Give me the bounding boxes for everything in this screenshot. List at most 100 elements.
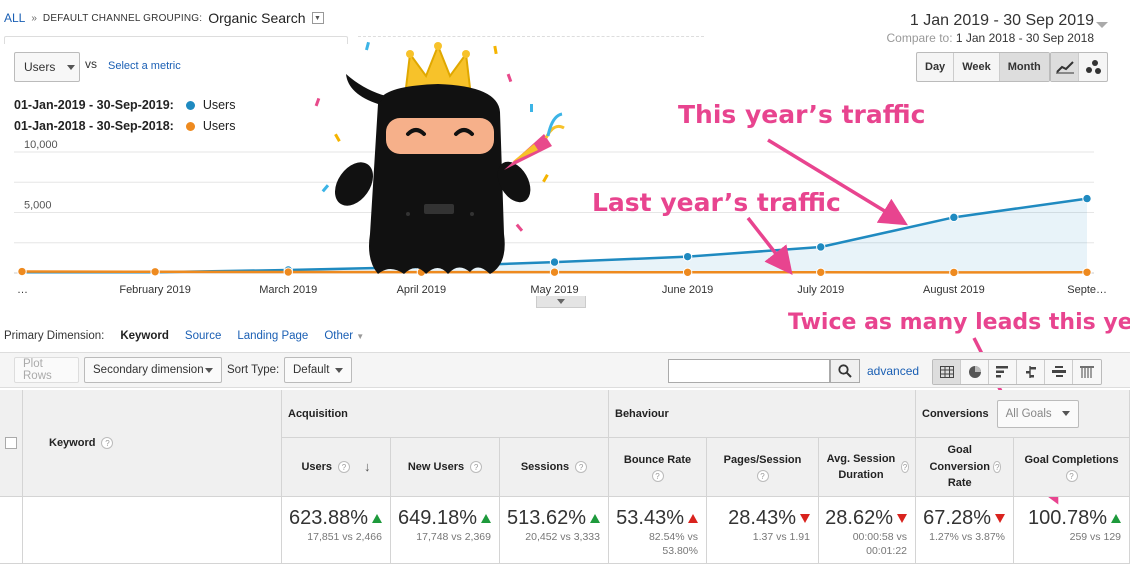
totals-cell-2: 513.62% 20,452 vs 3,333: [500, 497, 609, 564]
col-header-sessions[interactable]: Sessions?: [500, 438, 609, 497]
totals-percent-value: 28.62%: [825, 507, 893, 529]
sort-type-value: Default: [293, 364, 330, 376]
performance-view-icon[interactable]: [989, 360, 1017, 384]
sort-type-dropdown[interactable]: Default: [284, 357, 352, 383]
totals-comparison-cont: 00:01:22: [866, 544, 907, 557]
help-icon[interactable]: ?: [101, 437, 114, 449]
metric-dropdown[interactable]: Users: [14, 52, 80, 82]
select-all-checkbox[interactable]: [5, 437, 17, 449]
annotation-this-year: This year’s traffic: [678, 100, 926, 129]
col-header-pages-session[interactable]: Pages/Session?: [707, 438, 819, 497]
totals-comparison-cont: 53.80%: [662, 544, 698, 557]
totals-percent-change: 649.18%: [391, 507, 491, 530]
legend-previous-dot: [185, 121, 195, 131]
breadcrumb: ALL » DEFAULT CHANNEL GROUPING: Organic …: [4, 10, 324, 26]
totals-cell-3: 53.43% 82.54% vs 53.80%: [609, 497, 707, 564]
y-tick-label: 10,000: [24, 140, 58, 151]
line-chart-icon[interactable]: [1051, 53, 1079, 81]
day-button[interactable]: Day: [917, 53, 955, 81]
series-area-0: [22, 198, 1087, 273]
totals-percent-change: 67.28%: [916, 507, 1005, 530]
date-range-compare: Compare to: 1 Jan 2018 - 30 Sep 2018: [887, 31, 1095, 45]
plot-rows-button[interactable]: Plot Rows: [14, 357, 79, 383]
select-metric-link[interactable]: Select a metric: [108, 60, 181, 72]
arrow-this-year: [767, 138, 908, 226]
col-header-goal-completions[interactable]: Goal Completions?: [1014, 438, 1130, 497]
sort-desc-icon[interactable]: ↓: [364, 459, 371, 475]
totals-comparison: 00:00:58 vs: [852, 531, 907, 543]
totals-comparison: 17,851 vs 2,466: [307, 531, 382, 543]
col-header-avg-session-duration[interactable]: Avg. Session Duration?: [819, 438, 916, 497]
chevron-down-icon: ▼: [356, 332, 365, 341]
help-icon[interactable]: ?: [651, 470, 664, 483]
dimension-source[interactable]: Source: [184, 330, 222, 342]
totals-row-keyword-cell: [23, 497, 282, 564]
dimension-keyword[interactable]: Keyword: [120, 330, 169, 342]
secondary-dimension-label: Secondary dimension: [93, 364, 204, 376]
totals-percent-change: 28.62%: [819, 507, 907, 530]
legend-current-series: Users: [202, 98, 236, 112]
annotation-last-year: Last year’s traffic: [592, 188, 841, 217]
col-header-pages-session-label: Pages/Session: [723, 453, 802, 466]
chevron-down-icon: [335, 367, 343, 373]
totals-percent-change: 100.78%: [1014, 507, 1121, 530]
table-view-icon[interactable]: [933, 360, 961, 384]
week-button[interactable]: Week: [954, 53, 1000, 81]
secondary-dimension-dropdown[interactable]: Secondary dimension: [84, 357, 222, 383]
x-tick-label: February 2019: [119, 284, 191, 296]
comparison-view-icon[interactable]: [1017, 360, 1045, 384]
dimension-other[interactable]: Other ▼: [324, 330, 364, 342]
totals-percent-value: 53.43%: [616, 507, 684, 529]
series-1-point: [949, 267, 959, 278]
col-header-bounce-rate[interactable]: Bounce Rate?: [609, 438, 707, 497]
series-1-point: [1082, 267, 1092, 277]
help-icon[interactable]: ?: [900, 461, 909, 473]
help-icon[interactable]: ?: [575, 461, 588, 473]
help-icon[interactable]: ?: [993, 461, 1001, 473]
totals-cell-0: 623.88% 17,851 vs 2,466: [282, 497, 391, 564]
trend-up-icon: [1111, 514, 1121, 523]
channel-grouping-value: Organic Search: [208, 10, 306, 26]
x-tick-label: May 2019: [530, 284, 578, 296]
col-header-new-users[interactable]: New Users?: [391, 438, 500, 497]
col-header-bounce-rate-label: Bounce Rate: [623, 453, 692, 466]
goals-dropdown[interactable]: All Goals: [996, 399, 1079, 428]
help-icon[interactable]: ?: [756, 470, 769, 483]
totals-cell-1: 649.18% 17,748 vs 2,369: [391, 497, 500, 564]
motion-chart-icon[interactable]: [1079, 53, 1107, 81]
date-range-caret-icon[interactable]: [1096, 22, 1108, 28]
help-icon[interactable]: ?: [1065, 470, 1078, 483]
series-1-point: [549, 267, 560, 277]
col-header-goal-conversion-rate-label: Goal Conversion Rate: [929, 444, 990, 490]
help-icon[interactable]: ?: [470, 461, 483, 473]
breadcrumb-all-link[interactable]: ALL: [4, 11, 26, 25]
totals-cell-5: 28.62% 00:00:58 vs 00:01:22: [819, 497, 916, 564]
chevron-down-icon[interactable]: ▼: [311, 12, 324, 24]
col-header-goal-conversion-rate[interactable]: Goal Conversion Rate?: [916, 438, 1014, 497]
date-range-picker[interactable]: 1 Jan 2019 - 30 Sep 2019 Compare to: 1 J…: [887, 12, 1095, 45]
table-search-input[interactable]: [668, 359, 830, 383]
legend-current-range: 01-Jan-2019 - 30-Sep-2019:: [14, 98, 174, 112]
pivot-view-icon[interactable]: [1073, 360, 1101, 384]
help-icon[interactable]: ?: [338, 461, 351, 473]
col-header-users[interactable]: Users? ↓: [282, 438, 391, 497]
keyword-header[interactable]: Keyword?: [23, 390, 282, 497]
series-1-point: [682, 267, 693, 277]
advanced-filter-link[interactable]: advanced: [867, 364, 920, 378]
term-cloud-view-icon[interactable]: [1045, 360, 1073, 384]
dimension-landing-page[interactable]: Landing Page: [237, 330, 309, 342]
search-button[interactable]: [830, 359, 860, 383]
chart-collapse-toggle[interactable]: [536, 296, 586, 308]
x-tick-label: March 2019: [259, 284, 317, 296]
select-all-cell: [0, 390, 23, 497]
table-view-switcher: [932, 359, 1102, 385]
totals-percent-change: 623.88%: [282, 507, 382, 530]
report-table: Keyword? Acquisition Behaviour Conversio…: [0, 390, 1130, 564]
month-button[interactable]: Month: [999, 53, 1049, 81]
pie-view-icon[interactable]: [961, 360, 989, 384]
legend-current: 01-Jan-2019 - 30-Sep-2019: Users: [14, 98, 235, 112]
primary-dimension-bar: Primary Dimension: Keyword Source Landin…: [4, 330, 364, 342]
conversions-group-header: Conversions All Goals: [916, 390, 1130, 438]
chart-type-buttons: [1050, 52, 1108, 82]
totals-comparison: 1.27% vs 3.87%: [929, 531, 1005, 543]
